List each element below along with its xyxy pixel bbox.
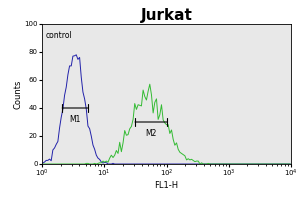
Title: Jurkat: Jurkat [141,8,192,23]
Text: control: control [46,31,73,40]
Text: M2: M2 [145,129,157,138]
Y-axis label: Counts: Counts [14,79,23,109]
X-axis label: FL1-H: FL1-H [154,181,178,190]
Text: M1: M1 [69,115,81,124]
